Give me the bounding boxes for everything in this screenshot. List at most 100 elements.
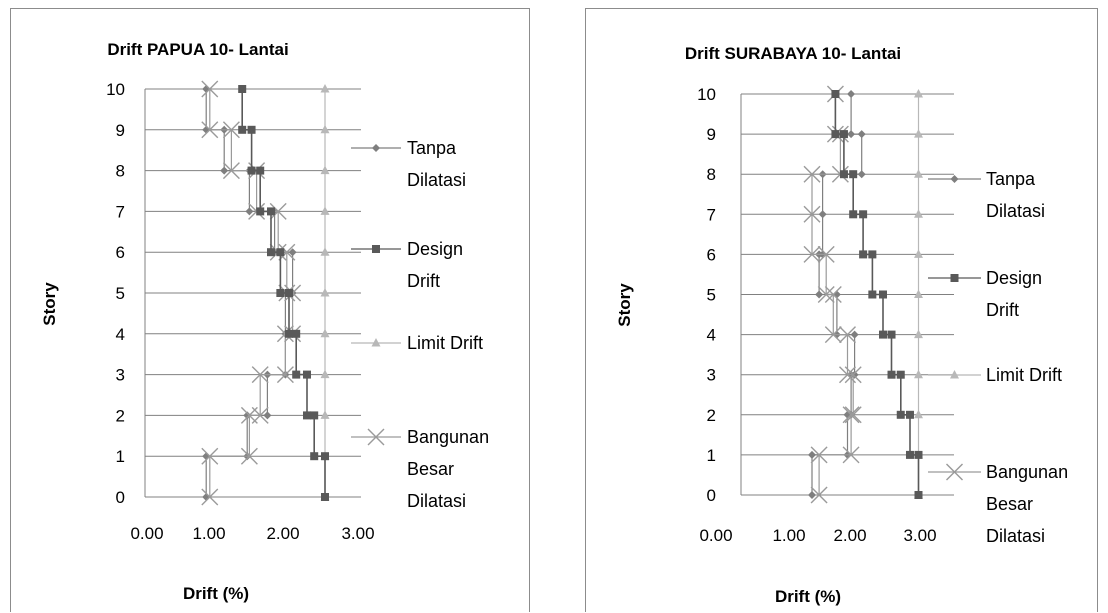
data-point-design	[292, 329, 301, 338]
data-point-design	[868, 290, 877, 299]
legend-label: Tanpa	[986, 169, 1036, 189]
data-point-limit	[914, 89, 923, 98]
y-tick-label: 2	[116, 406, 125, 425]
data-point-design	[276, 289, 285, 297]
legend-label: Besar	[986, 494, 1033, 514]
data-point-design	[285, 289, 293, 297]
data-point-design	[849, 170, 858, 179]
data-point-design	[267, 207, 275, 216]
data-point-limit	[320, 165, 330, 175]
data-point-limit	[320, 206, 330, 215]
data-point-design	[238, 125, 247, 134]
data-point-design	[839, 130, 848, 139]
data-point-design	[247, 125, 256, 134]
data-point-bangunan	[222, 121, 240, 139]
data-point-bangunan	[810, 446, 828, 464]
data-point-bangunan	[201, 447, 219, 465]
data-point-limit	[914, 369, 923, 379]
legend-marker-bangunan	[946, 463, 963, 481]
legend-marker-bangunan	[367, 428, 385, 446]
legend-item-bangunan: Bangunan Besar Dilatasi	[928, 462, 1068, 546]
data-point-design	[905, 410, 914, 419]
data-point-limit	[320, 288, 330, 297]
legend-label: Drift	[407, 271, 440, 291]
legend-label: Besar	[407, 459, 454, 479]
data-point-design	[276, 248, 285, 257]
legend-label: Design	[407, 239, 463, 259]
legend-item-bangunan: Bangunan Besar Dilatasi	[351, 427, 489, 511]
legend-label: Dilatasi	[407, 491, 466, 511]
data-point-design	[914, 450, 923, 459]
data-point-limit	[914, 289, 923, 298]
data-point-design	[859, 250, 868, 259]
data-point-limit	[914, 409, 923, 419]
legend-label: Limit Drift	[986, 365, 1062, 385]
data-point-design	[839, 170, 848, 179]
data-point-design	[849, 210, 858, 219]
data-point-bangunan	[824, 326, 842, 344]
data-point-limit	[914, 169, 923, 178]
data-point-design	[887, 370, 896, 379]
data-point-design	[321, 452, 329, 461]
legend-marker-tanpa	[950, 175, 959, 183]
data-point-limit	[914, 129, 923, 138]
data-point-bangunan	[222, 162, 240, 180]
data-point-bangunan	[810, 486, 828, 504]
y-tick-label: 7	[707, 205, 716, 224]
data-point-design	[292, 370, 301, 379]
data-point-bangunan	[803, 245, 821, 263]
x-axis-label: Drift (%)	[775, 587, 841, 606]
data-point-limit	[914, 329, 923, 339]
data-point-tanpa	[857, 130, 866, 139]
legend-marker-limit	[950, 370, 959, 379]
x-tick-label: 3.00	[903, 526, 936, 545]
y-tick-label: 10	[106, 80, 125, 99]
data-point-bangunan	[842, 446, 860, 464]
data-point-design	[914, 491, 923, 499]
data-point-tanpa	[850, 330, 859, 339]
chart-title: Drift PAPUA 10- Lantai	[107, 40, 288, 59]
legend-label: Drift	[986, 300, 1019, 320]
data-point-tanpa	[832, 290, 841, 299]
y-tick-label: 9	[707, 125, 716, 144]
legend-label: Dilatasi	[986, 526, 1045, 546]
legend-label: Limit Drift	[407, 333, 483, 353]
data-point-design	[285, 329, 293, 338]
data-point-tanpa	[263, 411, 272, 420]
data-point-bangunan	[251, 406, 269, 424]
data-point-bangunan	[201, 121, 219, 139]
y-tick-label: 5	[707, 286, 716, 305]
data-point-tanpa	[847, 90, 856, 98]
legend-item-tanpa: Tanpa Dilatasi	[351, 138, 466, 190]
data-point-design	[831, 130, 840, 139]
y-tick-label: 4	[116, 325, 125, 344]
data-point-design	[267, 248, 275, 257]
x-tick-label: 1.00	[192, 524, 225, 543]
y-tick-label: 7	[116, 202, 125, 221]
y-tick-label: 0	[707, 486, 716, 505]
data-point-tanpa	[815, 290, 824, 299]
data-point-tanpa	[288, 248, 297, 257]
y-tick-label: 0	[116, 488, 125, 507]
chart-panel-papua: Drift PAPUA 10- Lantai Drift (%) Story 0…	[10, 8, 530, 612]
data-point-bangunan	[839, 366, 856, 384]
data-point-design	[879, 330, 887, 339]
chart-surabaya: Drift SURABAYA 10- Lantai Drift (%) Stor…	[615, 44, 1068, 606]
y-tick-label: 8	[116, 162, 125, 181]
data-point-design	[905, 450, 914, 459]
legend-item-tanpa: Tanpa Dilatasi	[928, 169, 1045, 221]
y-tick-label: 8	[707, 165, 716, 184]
legend-label: Dilatasi	[407, 170, 466, 190]
data-point-design	[310, 411, 319, 420]
data-point-tanpa	[847, 130, 856, 139]
x-tick-label: 2.00	[833, 526, 866, 545]
data-point-bangunan	[817, 286, 835, 303]
legend-label: Bangunan	[986, 462, 1068, 482]
data-point-bangunan	[269, 202, 287, 220]
legend-marker-design	[950, 274, 959, 282]
data-point-bangunan	[844, 406, 862, 424]
data-point-design	[896, 370, 905, 379]
data-point-tanpa	[850, 370, 859, 379]
legend-label: Dilatasi	[986, 201, 1045, 221]
data-point-tanpa	[818, 210, 827, 219]
